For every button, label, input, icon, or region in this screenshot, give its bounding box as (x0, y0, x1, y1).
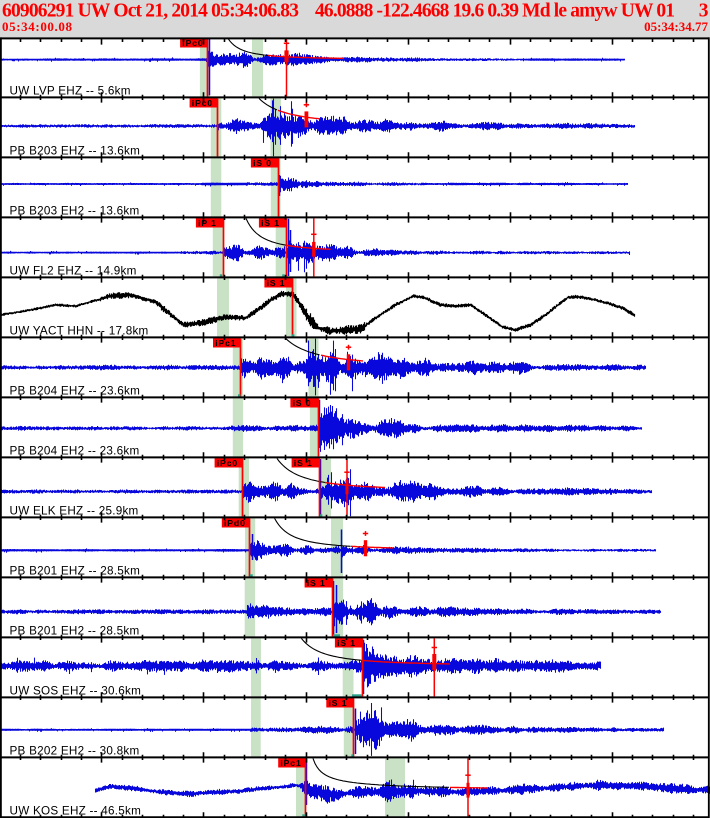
svg-text:UW KOS EHZ -- 46.5km: UW KOS EHZ -- 46.5km (10, 804, 142, 817)
svg-text:46.0888 -122.4668 19.6 0.39 Md: 46.0888 -122.4668 19.6 0.39 Md le amyw U… (315, 1, 675, 22)
svg-text:iPc1: iPc1 (215, 338, 236, 348)
svg-text:iS 1: iS 1 (261, 218, 280, 228)
svg-text:UW LVP EHZ -- 5.6km: UW LVP EHZ -- 5.6km (10, 84, 131, 97)
svg-text:PB B202 EH2 -- 30.8km: PB B202 EH2 -- 30.8km (10, 744, 140, 757)
svg-text:PB B203 EH2 -- 13.6km: PB B203 EH2 -- 13.6km (10, 204, 140, 217)
svg-text:PB B203 EHZ -- 13.6km: PB B203 EHZ -- 13.6km (10, 144, 141, 157)
svg-text:iS 1: iS 1 (267, 278, 286, 288)
svg-text:iS 0: iS 0 (253, 158, 272, 168)
svg-text:iS 0: iS 0 (293, 398, 312, 408)
svg-text:PB B204 EH2 -- 23.6km: PB B204 EH2 -- 23.6km (10, 444, 140, 457)
svg-text:iS 1: iS 1 (307, 578, 326, 588)
svg-text:iS 1: iS 1 (337, 638, 356, 648)
svg-text:PB B204 EHZ -- 23.6km: PB B204 EHZ -- 23.6km (10, 384, 141, 397)
svg-text:05:34:34.77: 05:34:34.77 (644, 19, 708, 34)
svg-text:iP 1: iP 1 (198, 218, 217, 228)
svg-text:iS 1: iS 1 (294, 458, 313, 468)
svg-text:PB B201 EHZ -- 28.5km: PB B201 EHZ -- 28.5km (10, 564, 141, 577)
svg-text:3: 3 (699, 1, 709, 22)
svg-text:iPc0: iPc0 (192, 98, 213, 108)
svg-text:05:34:00.08: 05:34:00.08 (2, 19, 73, 34)
svg-text:iPc0: iPc0 (217, 458, 238, 468)
svg-text:UW YACT HHN -- 17.8km: UW YACT HHN -- 17.8km (10, 324, 149, 337)
svg-text:PB B201 EH2 -- 28.5km: PB B201 EH2 -- 28.5km (10, 624, 140, 637)
svg-text:UW SOS EHZ -- 30.6km: UW SOS EHZ -- 30.6km (10, 684, 142, 697)
svg-text:60906291 UW Oct 21, 2014 05:34: 60906291 UW Oct 21, 2014 05:34:06.83 (2, 1, 299, 22)
svg-text:iS 1: iS 1 (329, 698, 348, 708)
svg-text:UW FL2 EHZ -- 14.9km: UW FL2 EHZ -- 14.9km (10, 264, 137, 277)
svg-text:UW ELK EHZ -- 25.9km: UW ELK EHZ -- 25.9km (10, 504, 139, 517)
svg-text:iPd0: iPd0 (224, 518, 246, 528)
svg-text:iPc1: iPc1 (280, 758, 301, 768)
svg-text:iPc0: iPc0 (182, 38, 203, 48)
